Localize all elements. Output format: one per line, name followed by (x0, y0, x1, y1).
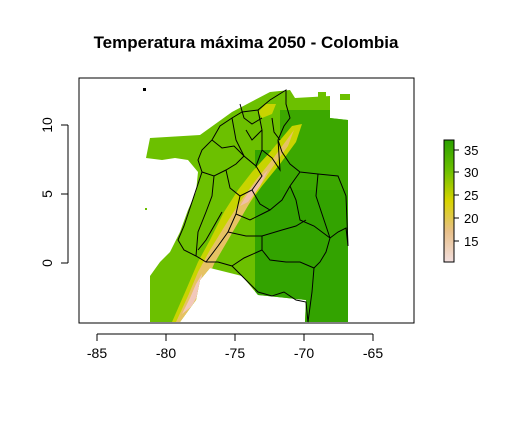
y-axis (61, 124, 69, 264)
y-tick-label: 5 (39, 190, 55, 198)
x-tick-label: -75 (225, 345, 245, 361)
y-tick-label: 10 (39, 117, 55, 133)
boundary-6 (261, 139, 281, 172)
boundary-13 (231, 249, 263, 267)
boundary-17 (271, 117, 281, 141)
x-tick-label: -65 (363, 345, 383, 361)
colorbar-tick-label: 20 (464, 211, 478, 226)
colorbar-tick-label: 25 (464, 188, 478, 203)
colorbar-tick-label: 30 (464, 165, 478, 180)
boundary-18 (197, 211, 223, 251)
colorbar-ticks (454, 149, 459, 242)
boundary-2 (211, 139, 245, 157)
y-tick-labels: 10 5 0 (39, 117, 55, 267)
raster-llanos-hot (280, 110, 348, 190)
x-tick-label: -80 (156, 345, 176, 361)
boundary-12 (261, 236, 315, 269)
boundary-14 (315, 173, 331, 239)
plot-frame (78, 77, 415, 324)
boundary-10 (227, 219, 307, 237)
boundary-11 (289, 185, 331, 239)
colorbar-tick-label: 35 (464, 143, 478, 158)
y-tick-label: 0 (39, 259, 55, 267)
raster-cell-east-1 (318, 92, 326, 98)
raster-andes-cold (182, 274, 202, 314)
department-boundaries (177, 89, 349, 323)
boundary-5 (225, 165, 263, 197)
boundary-15 (245, 129, 263, 141)
raster-cell-east-2 (340, 94, 350, 100)
x-axis (96, 333, 374, 341)
country-outline (177, 89, 349, 323)
raster-sierra-nevada (258, 104, 276, 118)
raster-cell-island (145, 208, 147, 210)
x-tick-label: -70 (294, 345, 314, 361)
colorbar-legend: 35 30 25 20 15 (443, 139, 478, 263)
raster-cell-north (143, 88, 146, 91)
colorbar-scale (443, 139, 455, 263)
x-tick-labels: -85 -80 -75 -70 -65 (87, 345, 383, 361)
map-title: Temperatura máxima 2050 - Colombia (94, 33, 399, 52)
boundary-8 (251, 171, 301, 211)
colorbar-tick-labels: 35 30 25 20 15 (464, 143, 478, 249)
boundary-4 (195, 175, 215, 257)
x-tick-label: -85 (87, 345, 107, 361)
boundary-16 (239, 103, 263, 125)
colorbar-tick-label: 15 (464, 234, 478, 249)
boundary-9 (235, 209, 271, 221)
